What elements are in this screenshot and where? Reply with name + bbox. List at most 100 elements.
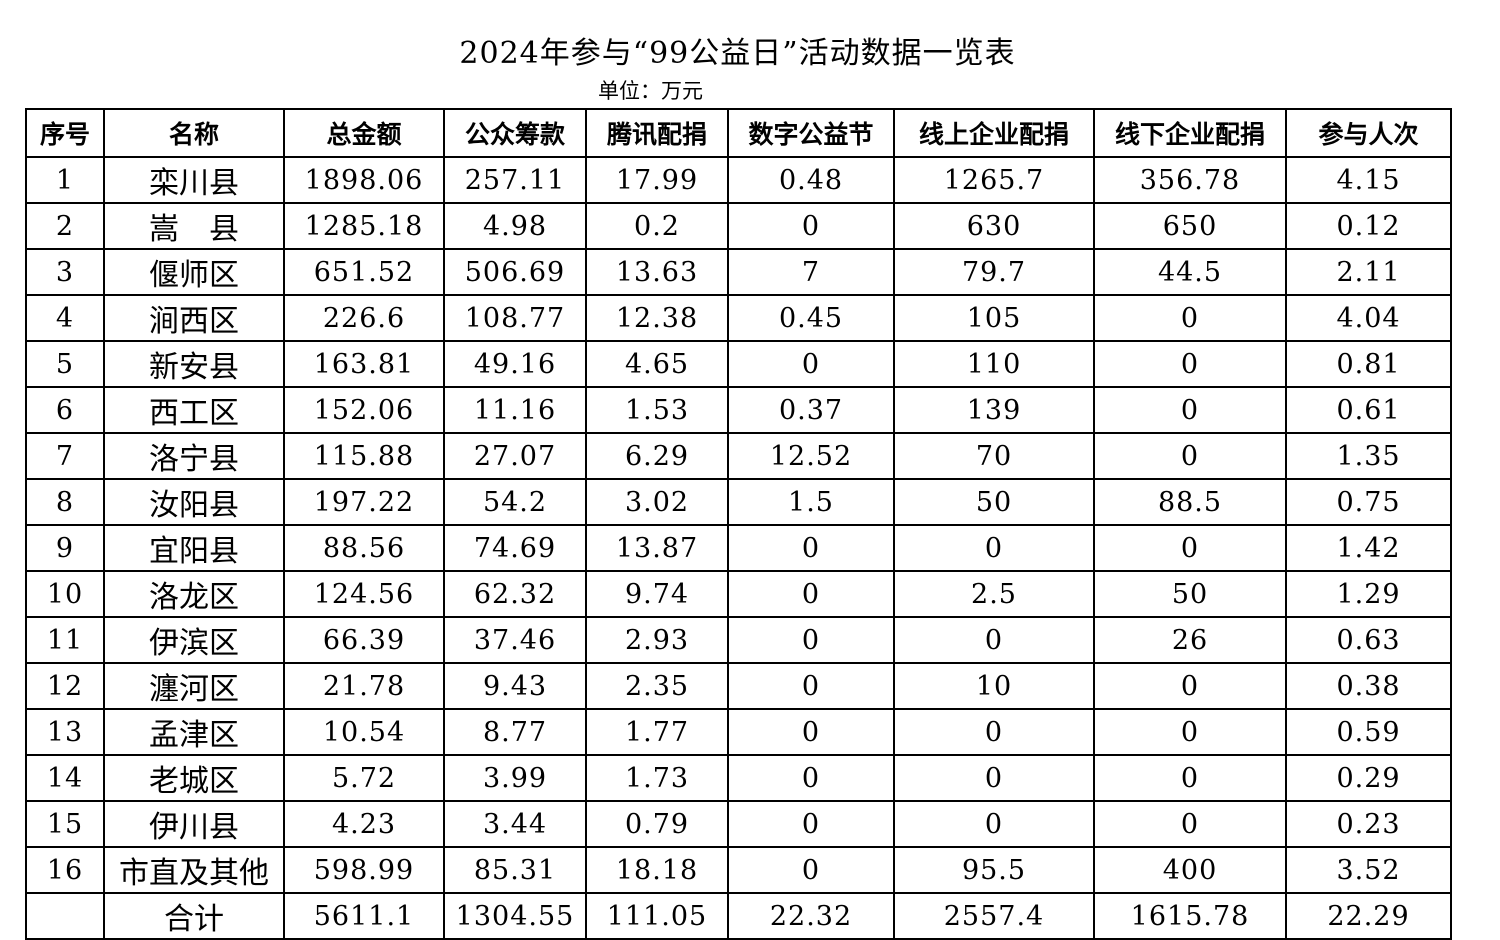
cell-name: 孟津区 [103,708,285,756]
cell-digital-festival: 0 [727,340,895,388]
cell-offline-enterprise-match: 0 [1093,662,1287,710]
cell-online-enterprise-match: 2557.4 [893,892,1095,940]
cell-public-fundraising: 37.46 [443,616,587,664]
cell-participants: 1.29 [1285,570,1452,618]
cell-name: 洛龙区 [103,570,285,618]
cell-total: 5611.1 [283,892,445,940]
cell-tencent-match: 13.63 [585,248,729,296]
cell-total: 152.06 [283,386,445,434]
cell-offline-enterprise-match: 0 [1093,386,1287,434]
cell-public-fundraising: 62.32 [443,570,587,618]
header-cell-digital-festival: 数字公益节 [727,108,895,158]
table-body: 1 栾川县 1898.06 257.11 17.99 0.48 1265.7 356.78 4.… [25,156,1452,940]
cell-online-enterprise-match: 70 [893,432,1095,480]
cell-name: 老城区 [103,754,285,802]
unit-label: 单位：万元 [598,79,703,103]
cell-index: 11 [25,616,105,664]
cell-tencent-match: 6.29 [585,432,729,480]
table-row: 6 西工区 152.06 11.16 1.53 0.37 139 0 0.61 [25,386,1452,434]
cell-digital-festival: 7 [727,248,895,296]
cell-offline-enterprise-match: 26 [1093,616,1287,664]
cell-participants: 0.75 [1285,478,1452,526]
cell-digital-festival: 22.32 [727,892,895,940]
cell-participants: 4.15 [1285,156,1452,204]
cell-digital-festival: 0 [727,662,895,710]
cell-name: 伊滨区 [103,616,285,664]
table-row: 8 汝阳县 197.22 54.2 3.02 1.5 50 88.5 0.75 [25,478,1452,526]
cell-tencent-match: 12.38 [585,294,729,342]
table-row: 12 瀍河区 21.78 9.43 2.35 0 10 0 0.38 [25,662,1452,710]
cell-total: 651.52 [283,248,445,296]
cell-tencent-match: 0.79 [585,800,729,848]
cell-public-fundraising: 54.2 [443,478,587,526]
cell-digital-festival: 0.48 [727,156,895,204]
cell-online-enterprise-match: 110 [893,340,1095,388]
cell-offline-enterprise-match: 50 [1093,570,1287,618]
cell-total: 1898.06 [283,156,445,204]
cell-public-fundraising: 11.16 [443,386,587,434]
cell-name: 合计 [103,892,285,940]
cell-index: 5 [25,340,105,388]
cell-name: 偃师区 [103,248,285,296]
cell-online-enterprise-match: 0 [893,616,1095,664]
cell-participants: 2.11 [1285,248,1452,296]
cell-public-fundraising: 3.99 [443,754,587,802]
cell-digital-festival: 0 [727,524,895,572]
cell-name: 西工区 [103,386,285,434]
cell-public-fundraising: 85.31 [443,846,587,894]
header-cell-total: 总金额 [283,108,445,158]
cell-tencent-match: 1.73 [585,754,729,802]
table-row: 16 市直及其他 598.99 85.31 18.18 0 95.5 400 3.52 [25,846,1452,894]
table-row: 14 老城区 5.72 3.99 1.73 0 0 0 0.29 [25,754,1452,802]
cell-tencent-match: 111.05 [585,892,729,940]
cell-offline-enterprise-match: 88.5 [1093,478,1287,526]
cell-name: 洛宁县 [103,432,285,480]
cell-participants: 0.59 [1285,708,1452,756]
cell-digital-festival: 0 [727,616,895,664]
cell-tencent-match: 18.18 [585,846,729,894]
cell-name: 新安县 [103,340,285,388]
cell-index: 16 [25,846,105,894]
cell-offline-enterprise-match: 400 [1093,846,1287,894]
cell-tencent-match: 4.65 [585,340,729,388]
table-row: 11 伊滨区 66.39 37.46 2.93 0 0 26 0.63 [25,616,1452,664]
cell-index: 6 [25,386,105,434]
cell-online-enterprise-match: 0 [893,524,1095,572]
cell-participants: 0.81 [1285,340,1452,388]
table-row: 10 洛龙区 124.56 62.32 9.74 0 2.5 50 1.29 [25,570,1452,618]
cell-public-fundraising: 4.98 [443,202,587,250]
document-title: 2024年参与“99公益日”活动数据一览表 [459,36,1016,71]
cell-name: 伊川县 [103,800,285,848]
cell-online-enterprise-match: 1265.7 [893,156,1095,204]
cell-index: 1 [25,156,105,204]
cell-name: 嵩 县 [103,202,285,250]
table-row: 7 洛宁县 115.88 27.07 6.29 12.52 70 0 1.35 [25,432,1452,480]
cell-participants: 1.42 [1285,524,1452,572]
cell-participants: 22.29 [1285,892,1452,940]
cell-tencent-match: 1.53 [585,386,729,434]
header-cell-participants: 参与人次 [1285,108,1452,158]
cell-name: 瀍河区 [103,662,285,710]
table-row: 4 涧西区 226.6 108.77 12.38 0.45 105 0 4.04 [25,294,1452,342]
total-row: 合计 5611.1 1304.55 111.05 22.32 2557.4 1615.78 2… [25,892,1452,940]
cell-tencent-match: 9.74 [585,570,729,618]
cell-offline-enterprise-match: 0 [1093,800,1287,848]
cell-total: 598.99 [283,846,445,894]
cell-public-fundraising: 9.43 [443,662,587,710]
cell-total: 1285.18 [283,202,445,250]
header-cell-offline-enterprise-match: 线下企业配捐 [1093,108,1287,158]
header-row: 序号 名称 总金额 公众筹款 腾讯配捐 数字公益节 线上企业配捐 线下企业配捐 … [25,108,1452,158]
cell-online-enterprise-match: 79.7 [893,248,1095,296]
cell-online-enterprise-match: 0 [893,800,1095,848]
cell-name: 宜阳县 [103,524,285,572]
cell-total: 226.6 [283,294,445,342]
cell-offline-enterprise-match: 0 [1093,708,1287,756]
header-cell-index: 序号 [25,108,105,158]
cell-name: 涧西区 [103,294,285,342]
header-cell-online-enterprise-match: 线上企业配捐 [893,108,1095,158]
cell-digital-festival: 0 [727,708,895,756]
cell-public-fundraising: 3.44 [443,800,587,848]
cell-public-fundraising: 49.16 [443,340,587,388]
cell-tencent-match: 3.02 [585,478,729,526]
cell-digital-festival: 0 [727,754,895,802]
